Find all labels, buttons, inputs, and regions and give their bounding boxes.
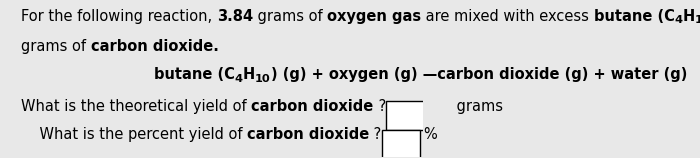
Text: grams of: grams of <box>21 39 90 54</box>
Text: H: H <box>243 67 255 82</box>
Text: 10: 10 <box>255 74 271 84</box>
Text: What is the percent yield of: What is the percent yield of <box>21 127 247 142</box>
Text: 4: 4 <box>235 74 243 84</box>
FancyBboxPatch shape <box>382 130 420 158</box>
Text: What is the theoretical yield of: What is the theoretical yield of <box>21 99 251 114</box>
Text: 3.84: 3.84 <box>217 9 253 24</box>
Text: carbon dioxide: carbon dioxide <box>247 127 370 142</box>
Text: %: % <box>424 127 438 142</box>
Text: 4: 4 <box>675 15 682 25</box>
Text: H: H <box>682 9 695 24</box>
Text: grams of: grams of <box>253 9 327 24</box>
Text: butane (C: butane (C <box>154 67 235 82</box>
Text: oxygen gas: oxygen gas <box>327 9 421 24</box>
FancyBboxPatch shape <box>386 101 449 130</box>
Text: ) (g) + oxygen (g) —carbon dioxide (g) + water (g): ) (g) + oxygen (g) —carbon dioxide (g) +… <box>271 67 687 82</box>
Text: carbon dioxide: carbon dioxide <box>251 99 374 114</box>
Text: 10: 10 <box>695 15 700 25</box>
Text: ?: ? <box>374 99 386 114</box>
Text: grams: grams <box>452 99 503 114</box>
Text: For the following reaction,: For the following reaction, <box>21 9 217 24</box>
Text: carbon dioxide.: carbon dioxide. <box>90 39 218 54</box>
Text: butane (C: butane (C <box>594 9 675 24</box>
Text: ?: ? <box>370 127 382 142</box>
Text: are mixed with excess: are mixed with excess <box>421 9 594 24</box>
